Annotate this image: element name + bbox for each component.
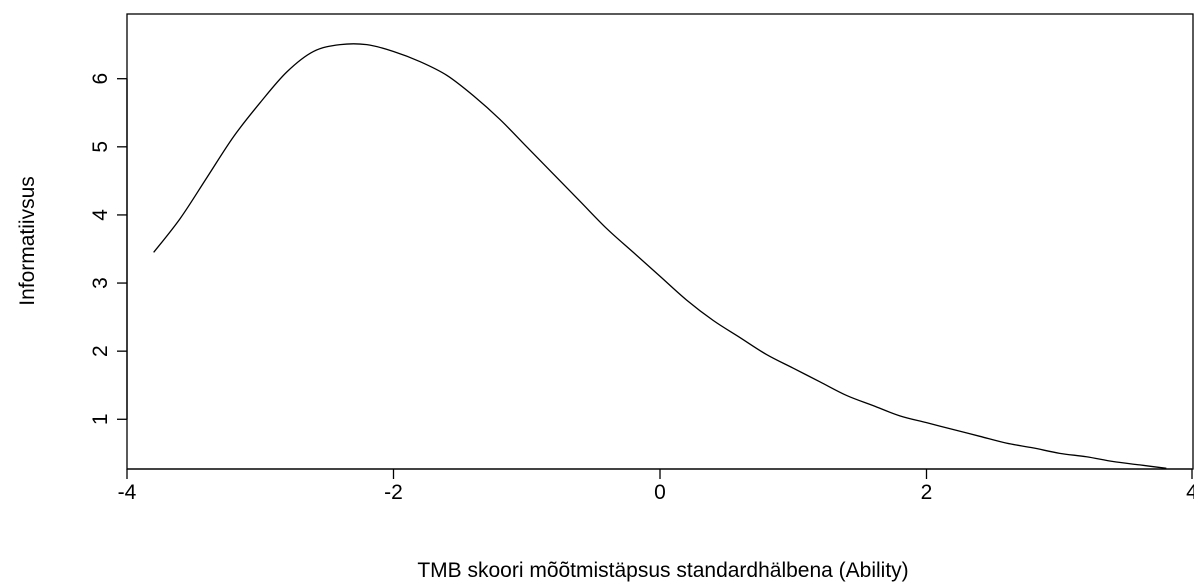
y-tick-label: 2 — [89, 345, 112, 357]
y-axis-title: Informatiivsus — [16, 176, 39, 306]
y-axis: 1 2 3 4 5 6 — [89, 73, 128, 425]
information-curve-line — [153, 43, 1167, 469]
y-tick-label: 5 — [89, 141, 112, 153]
y-tick-label: 4 — [89, 209, 112, 221]
y-tick-label: 1 — [89, 413, 112, 425]
x-tick-label: 2 — [921, 481, 933, 504]
x-tick-label: -2 — [384, 481, 403, 504]
y-tick-label: 6 — [89, 73, 112, 85]
y-tick-label: 3 — [89, 277, 112, 289]
x-tick-label: 0 — [654, 481, 666, 504]
plot-frame — [126, 13, 1194, 470]
x-axis-title: TMB skoori mõõtmistäpsus standardhälbena… — [417, 559, 908, 582]
x-tick-label: 4 — [1186, 481, 1194, 504]
x-axis: -4 -2 0 2 4 — [118, 468, 1194, 504]
x-tick-label: -4 — [118, 481, 137, 504]
